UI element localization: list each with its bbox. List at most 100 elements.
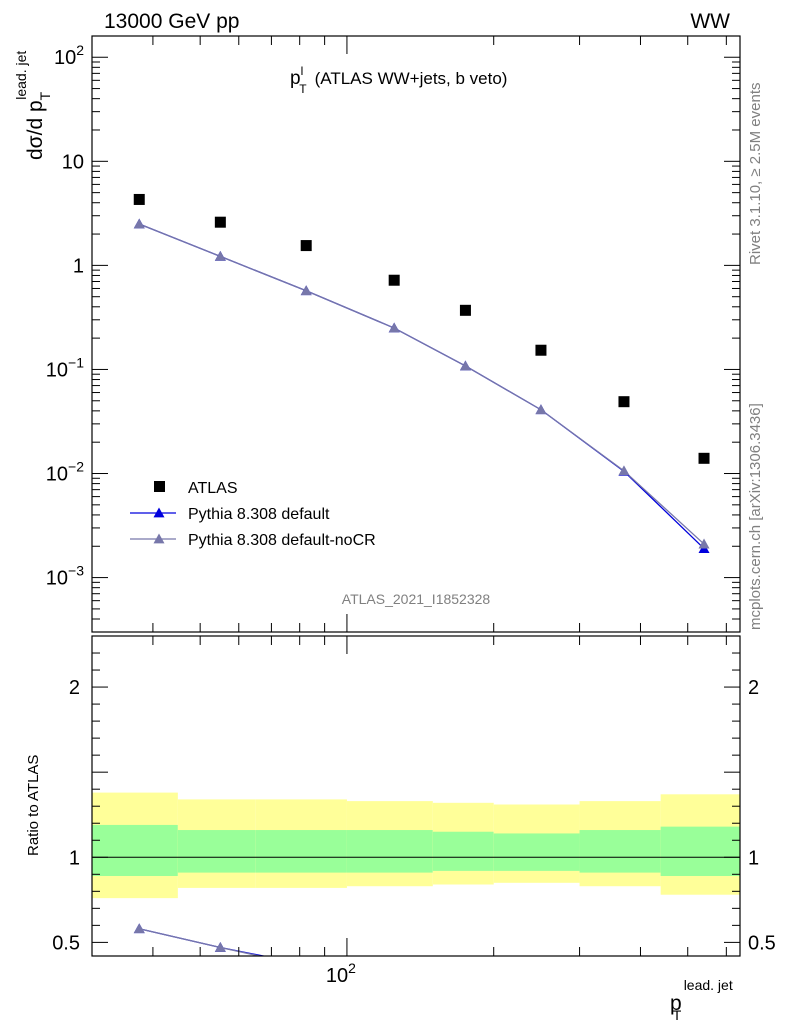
x-ticks: 102 xyxy=(91,36,727,987)
y-tick-label: 10 xyxy=(62,151,84,173)
data-point xyxy=(698,452,710,464)
y-tick-label: 102 xyxy=(54,42,84,69)
y-tick-label: 0.5 xyxy=(52,932,80,954)
y-tick-label-base: 10 xyxy=(46,464,68,486)
ratio-series-line xyxy=(139,928,267,956)
data-point xyxy=(214,216,226,228)
mc-point xyxy=(214,250,226,261)
ratio-point xyxy=(133,923,145,934)
mcplots-label: mcplots.cern.ch [arXiv:1306.3436] xyxy=(747,403,764,630)
upper-frame xyxy=(91,35,741,633)
ratio-point xyxy=(214,941,226,952)
x-tick-label-base: 10 xyxy=(326,965,348,987)
uncertainty-band-inner xyxy=(579,830,661,873)
ratio-series-line xyxy=(139,928,263,956)
upper-ylabel-main: dσ/d p xyxy=(24,100,47,160)
lower-xlabel-sub: T xyxy=(673,1007,682,1023)
mc-point xyxy=(300,285,312,296)
plot-title-rest: (ATLAS WW+jets, b veto) xyxy=(315,69,508,88)
data-point xyxy=(459,304,471,316)
uncertainty-band-inner xyxy=(493,833,580,871)
y-tick-label: 10−1 xyxy=(46,354,84,381)
y-tick-label-base: 10 xyxy=(46,359,68,381)
data-point xyxy=(535,344,547,356)
ratio-point xyxy=(699,996,710,1006)
y-tick-label: 1 xyxy=(69,847,80,869)
upper-ylabel-sup: lead. jet xyxy=(13,51,29,100)
ratio-point xyxy=(301,961,312,971)
lower-xlabel-sup: lead. jet xyxy=(684,977,733,993)
legend-marker xyxy=(153,507,165,518)
y-tick-label-exp: −3 xyxy=(68,563,84,579)
legend-label: Pythia 8.308 default xyxy=(188,506,330,523)
mc-series-line xyxy=(139,223,705,545)
lower-xlabel: plead. jet T xyxy=(670,977,733,1023)
upper-series xyxy=(133,193,710,553)
ratio-point xyxy=(389,962,400,972)
ratio-point xyxy=(460,973,471,983)
y-tick-label-right: 1 xyxy=(748,847,759,869)
uncertainty-band-inner xyxy=(177,830,256,873)
y-tick-label: 1 xyxy=(73,255,84,277)
ratio-point xyxy=(618,985,629,995)
rivet-label: Rivet 3.1.10, ≥ 2.5M events xyxy=(747,83,764,266)
lower-xlabel-main: p xyxy=(670,992,682,1015)
ratio-point xyxy=(699,998,710,1008)
legend: ATLAS Pythia 8.308 default Pythia 8.308 de… xyxy=(130,480,376,549)
y-tick-label-base: 10 xyxy=(46,568,68,590)
upper-ylabel: dσ/d pTlead. jet xyxy=(13,51,53,160)
lower-y-ticks: 0.5 0.5 1 1 2 2 xyxy=(52,652,776,954)
x-tick-label-exp: 2 xyxy=(348,960,356,976)
uncertainty-band-inner xyxy=(660,826,740,876)
y-tick-label-right: 2 xyxy=(748,677,759,699)
y-tick-label-exp: −1 xyxy=(68,354,84,370)
y-tick-label-exp: −2 xyxy=(68,459,84,475)
lower-ylabel: Ratio to ATLAS xyxy=(25,755,42,856)
ratio-bands xyxy=(92,792,740,899)
analysis-watermark: ATLAS_2021_I1852328 xyxy=(342,591,491,607)
y-tick-label-base: 10 xyxy=(54,47,76,69)
legend-marker xyxy=(153,533,165,544)
ratio-series xyxy=(133,923,710,1008)
upper-ylabel-sub: T xyxy=(37,91,53,100)
data-point xyxy=(300,240,312,252)
y-tick-label-right: 0.5 xyxy=(748,932,776,954)
plot-title-main: p xyxy=(290,68,301,89)
mc-point xyxy=(698,538,710,549)
y-tick-label: 10−2 xyxy=(46,459,84,486)
y-tick-label-base: 1 xyxy=(73,255,84,277)
ratio-point xyxy=(460,973,471,983)
y-tick-label: 2 xyxy=(69,677,80,699)
plot-title-sub: T xyxy=(299,82,307,96)
mc-point xyxy=(459,360,471,371)
ratio-point xyxy=(535,976,546,986)
header-energy-label: 13000 GeV pp xyxy=(104,10,239,33)
mc-series-line xyxy=(139,223,705,550)
mc-point xyxy=(535,404,547,415)
ratio-point xyxy=(301,959,312,969)
mc-point xyxy=(618,465,630,476)
y-tick-label-exp: 2 xyxy=(76,42,84,58)
mc-point xyxy=(133,218,145,229)
uncertainty-band-inner xyxy=(346,830,433,873)
data-point xyxy=(618,396,630,408)
uncertainty-band-inner xyxy=(432,831,494,871)
mc-point xyxy=(388,322,400,333)
header-process-label: WW xyxy=(690,10,730,33)
ratio-point xyxy=(618,986,629,996)
data-point xyxy=(133,193,145,205)
x-tick-label: 102 xyxy=(326,960,356,987)
ratio-point xyxy=(535,976,546,986)
uncertainty-band-inner xyxy=(255,830,347,873)
plot-title: pl T (ATLAS WW+jets, b veto) xyxy=(290,64,507,96)
lower-frame xyxy=(91,635,741,957)
y-tick-label: 10−3 xyxy=(46,563,84,590)
legend-marker xyxy=(154,481,165,492)
uncertainty-band-inner xyxy=(92,824,178,876)
ratio-point xyxy=(389,962,400,972)
legend-label: Pythia 8.308 default-noCR xyxy=(188,532,376,549)
